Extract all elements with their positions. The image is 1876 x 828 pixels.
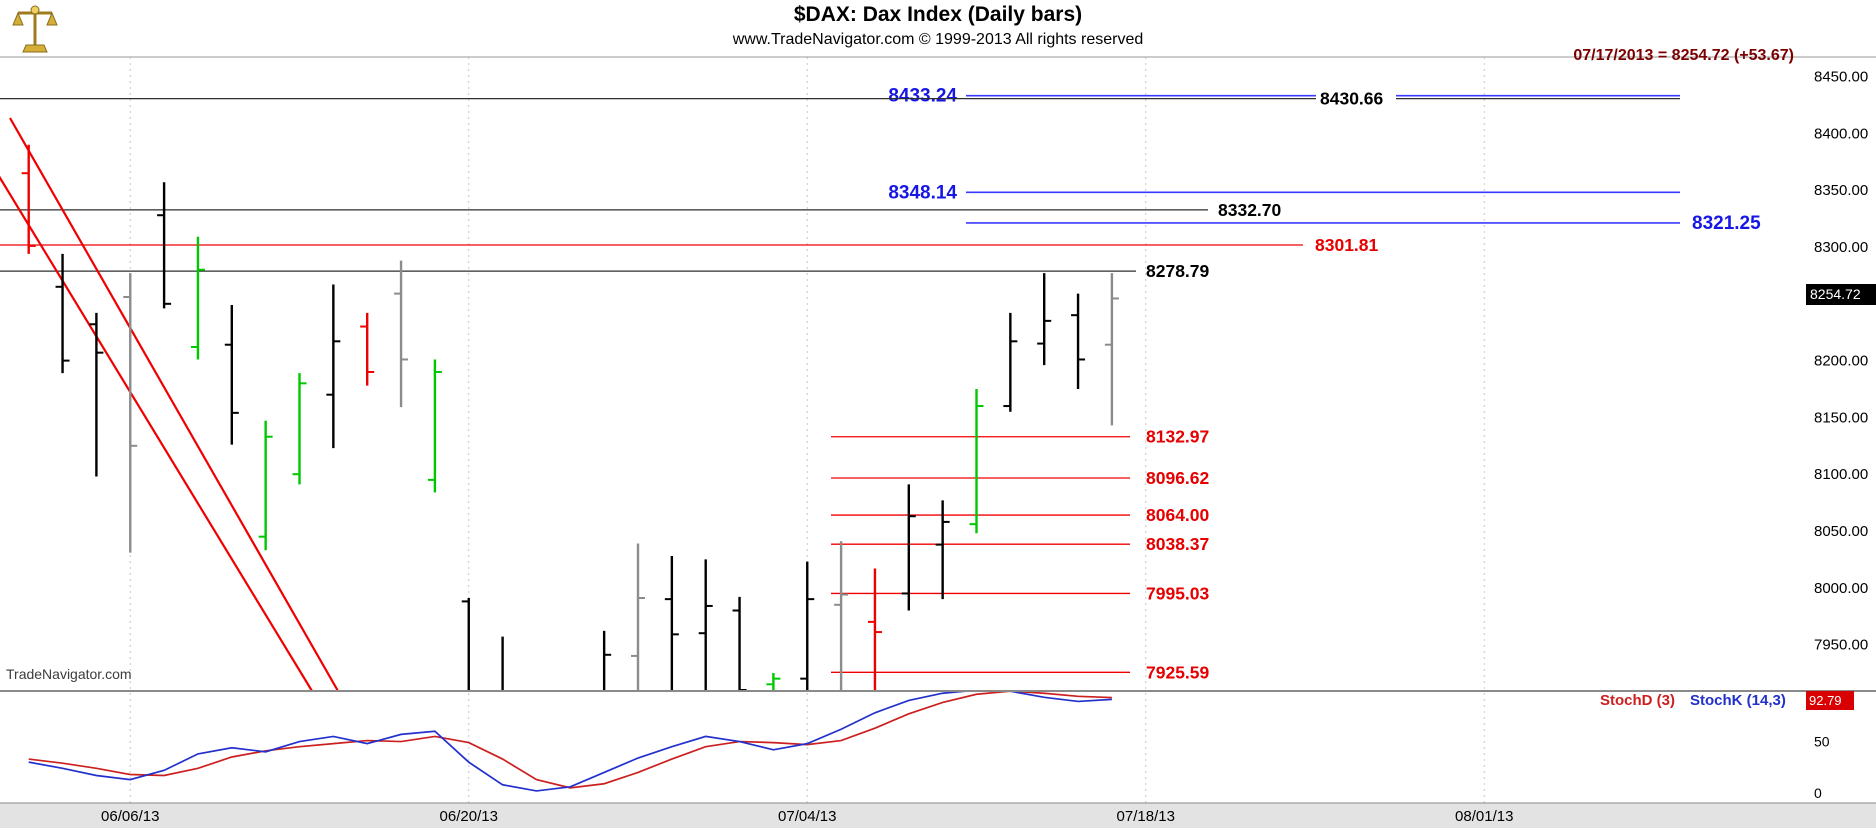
date-axis-label: 07/18/13 [1117,808,1175,825]
price-axis-label: 8150.00 [1814,409,1868,426]
level-label-bg [1316,88,1396,108]
ohlc-bar [89,312,104,477]
watermark: TradeNavigator.com [6,666,132,682]
level-label: 8064.00 [1146,505,1210,525]
stoch-current-value-tag: 92.79 [1806,691,1854,710]
ohlc-bar [157,182,172,309]
trendline [9,117,339,691]
level-label: 7995.03 [1146,583,1210,603]
ohlc-bar [602,630,612,691]
stoch-axis-label: 0 [1814,785,1822,801]
ohlc-bar [224,304,239,445]
ohlc-bar [55,253,70,374]
stochd-legend-label: StochD (3) [1600,692,1675,709]
ohlc-bar [1037,273,1052,366]
ohlc-bar [360,312,375,386]
date-axis-label: 07/04/13 [778,808,836,825]
price-axis-label: 8300.00 [1814,239,1868,256]
date-axis-label: 06/06/13 [101,808,159,825]
price-axis-label: 8450.00 [1814,69,1868,86]
level-label: 8132.97 [1146,427,1209,447]
ohlc-bar [190,236,205,360]
ohlc-bar [631,543,645,691]
price-axis-label: 8050.00 [1814,523,1868,540]
date-axis-label: 06/20/13 [440,808,498,825]
ohlc-bar [867,568,882,691]
stochk-line [28,691,1112,792]
price-axis-label: 8400.00 [1814,125,1868,142]
ohlc-bar [766,672,781,691]
price-axis-label: 8350.00 [1814,182,1868,199]
level-label: 8301.81 [1315,235,1379,255]
date-axis-label: 08/01/13 [1455,808,1513,825]
current-price-tag: 8254.72 [1806,284,1876,305]
trade-navigator-logo-icon [12,2,58,59]
ohlc-bar [258,420,273,551]
date-axis-background [0,803,1876,828]
ohlc-bar [21,144,36,254]
scales-emblem [12,5,58,53]
bars-group [21,144,1119,691]
ohlc-bar [834,541,849,691]
ohlc-bar [292,373,307,485]
price-axis-label: 8100.00 [1814,466,1868,483]
level-label: 8433.24 [888,86,957,107]
ohlc-bar [394,260,409,408]
stochk-legend-label: StochK (14,3) [1690,692,1786,709]
ohlc-bar [1104,273,1119,426]
ohlc-bar [501,636,504,691]
ohlc-bar [800,561,815,691]
trendline [0,175,313,691]
ohlc-bar [123,273,138,553]
ohlc-bar [461,597,470,691]
ohlc-bar [935,500,950,600]
price-axis-label: 8000.00 [1814,580,1868,597]
ohlc-bar [901,484,916,611]
last-price-readout: 07/17/2013 = 8254.72 (+53.67) [1573,47,1794,64]
copyright-line: www.TradeNavigator.com © 1999-2013 All r… [732,31,1144,48]
level-label: 8430.66 [1320,89,1384,109]
level-label: 8096.62 [1146,468,1210,488]
level-label: 7925.59 [1146,662,1210,682]
price-axis-label: 8200.00 [1814,353,1868,370]
ohlc-bar [326,284,341,449]
ohlc-bar [698,559,713,691]
chart-title: $DAX: Dax Index (Daily bars) [793,3,1083,26]
ohlc-bar [1003,312,1018,412]
ohlc-bar [1071,293,1086,390]
ohlc-bar [969,389,984,534]
ohlc-bar [664,555,679,691]
level-label: 8321.25 [1692,213,1761,234]
ohlc-bar [427,359,442,493]
price-axis-label: 7950.00 [1814,637,1868,654]
level-label: 8038.37 [1146,534,1209,554]
level-label: 8278.79 [1146,261,1210,281]
level-label: 8332.70 [1218,200,1282,220]
level-label: 8348.14 [888,182,957,203]
stoch-axis-label: 50 [1814,734,1830,750]
stochd-line [28,691,1112,789]
ohlc-bar [732,596,747,691]
